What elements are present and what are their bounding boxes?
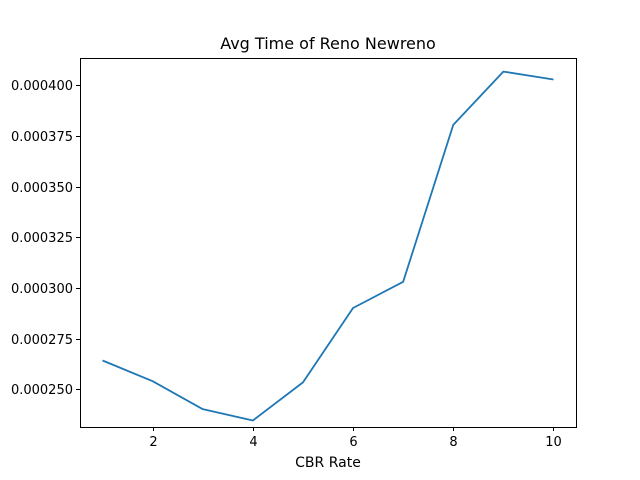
y-tick-label: 0.000275 xyxy=(11,333,73,348)
y-tick-label: 0.000300 xyxy=(11,282,73,297)
series-layer xyxy=(102,70,554,422)
y-tick-label: 0.000400 xyxy=(11,79,73,94)
x-tick-label: 6 xyxy=(349,435,357,450)
plot-frame xyxy=(80,58,577,428)
y-axis-ticks: 0.000250 0.000275 0.000300 0.000325 0.000350… xyxy=(11,79,80,398)
x-tick-label: 4 xyxy=(249,435,257,450)
y-tick-label: 0.000325 xyxy=(11,231,73,246)
x-axis-label: CBR Rate xyxy=(295,455,361,471)
x-tick-label: 8 xyxy=(449,435,457,450)
y-tick-label: 0.000350 xyxy=(11,181,73,196)
y-tick-label: 0.000375 xyxy=(11,130,73,145)
x-tick-label: 2 xyxy=(149,435,157,450)
chart-title: Avg Time of Reno Newreno xyxy=(220,34,436,53)
x-tick-label: 10 xyxy=(545,435,562,450)
y-tick-label: 0.000250 xyxy=(11,383,73,398)
series-line-0 xyxy=(102,70,554,422)
